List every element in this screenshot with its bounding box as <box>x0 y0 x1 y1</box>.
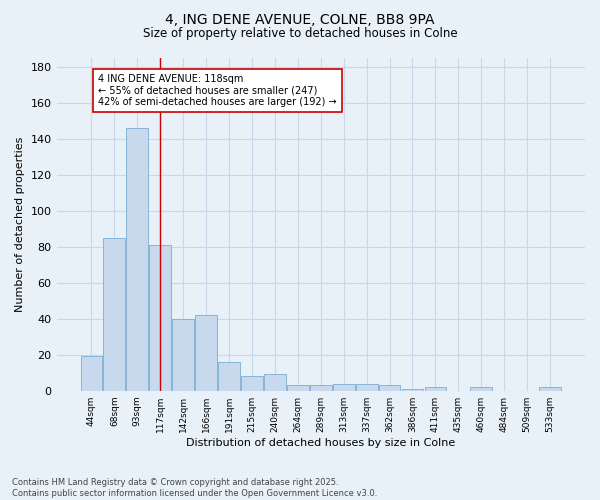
Bar <box>539 387 561 390</box>
Bar <box>401 389 424 390</box>
Bar <box>80 356 103 390</box>
Text: Contains HM Land Registry data © Crown copyright and database right 2025.
Contai: Contains HM Land Registry data © Crown c… <box>12 478 377 498</box>
Text: Size of property relative to detached houses in Colne: Size of property relative to detached ho… <box>143 28 457 40</box>
Bar <box>287 386 309 390</box>
Text: 4 ING DENE AVENUE: 118sqm
← 55% of detached houses are smaller (247)
42% of semi: 4 ING DENE AVENUE: 118sqm ← 55% of detac… <box>98 74 337 107</box>
Bar <box>127 128 148 390</box>
Bar <box>310 386 332 390</box>
Bar <box>103 238 125 390</box>
Bar <box>195 315 217 390</box>
Bar <box>333 384 355 390</box>
Bar <box>379 386 400 390</box>
Bar <box>218 362 240 390</box>
Bar <box>172 318 194 390</box>
Bar <box>356 384 377 390</box>
Bar <box>470 387 492 390</box>
Bar <box>149 245 171 390</box>
Bar <box>425 387 446 390</box>
Bar <box>241 376 263 390</box>
Bar <box>264 374 286 390</box>
Text: 4, ING DENE AVENUE, COLNE, BB8 9PA: 4, ING DENE AVENUE, COLNE, BB8 9PA <box>165 12 435 26</box>
X-axis label: Distribution of detached houses by size in Colne: Distribution of detached houses by size … <box>186 438 455 448</box>
Y-axis label: Number of detached properties: Number of detached properties <box>15 136 25 312</box>
